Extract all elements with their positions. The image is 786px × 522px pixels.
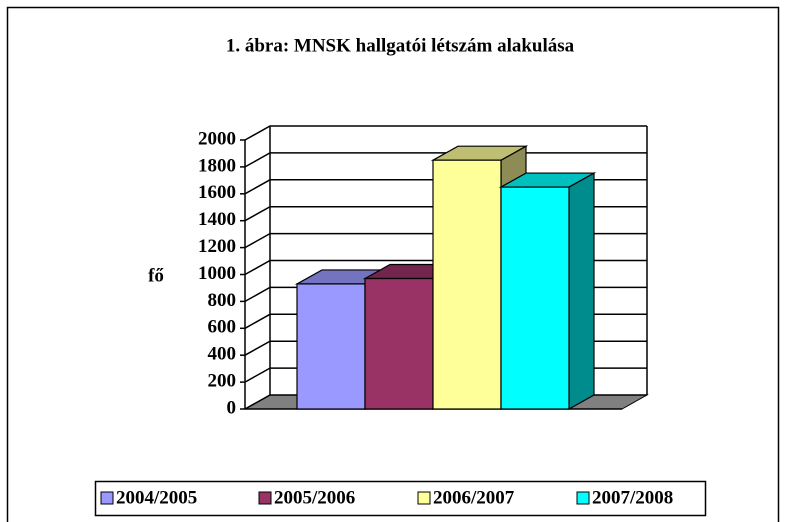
- bar: [364, 277, 434, 410]
- y-tick-label: 1000: [198, 263, 236, 284]
- legend-label: 2007/2008: [592, 487, 673, 508]
- legend-label: 2005/2006: [274, 487, 355, 508]
- y-tick-label: 1800: [198, 155, 236, 176]
- chart-title: 1. ábra: MNSK hallgatói létszám alakulás…: [226, 35, 575, 56]
- bar: [296, 283, 366, 410]
- grid-line: [244, 125, 647, 141]
- bar-side: [568, 172, 595, 411]
- bar: [432, 159, 502, 410]
- y-tick-label: 200: [208, 370, 237, 391]
- y-tick-label: 400: [208, 344, 237, 365]
- y-axis-label: fő: [148, 265, 164, 286]
- legend-label: 2006/2007: [433, 487, 515, 508]
- legend-swatch: [100, 491, 114, 505]
- y-tick-label: 800: [208, 290, 237, 311]
- y-tick-label: 1600: [198, 182, 236, 203]
- legend-label: 2004/2005: [116, 487, 197, 508]
- y-tick-label: 600: [208, 317, 237, 338]
- legend-swatch: [417, 491, 431, 505]
- y-tick-label: 2000: [198, 128, 236, 149]
- legend-swatch: [576, 491, 590, 505]
- legend-swatch: [258, 491, 272, 505]
- y-tick-label: 1200: [198, 236, 236, 257]
- y-tick-label: 0: [227, 397, 237, 418]
- y-tick-label: 1400: [198, 209, 236, 230]
- legend: [94, 480, 707, 517]
- bar: [500, 186, 570, 410]
